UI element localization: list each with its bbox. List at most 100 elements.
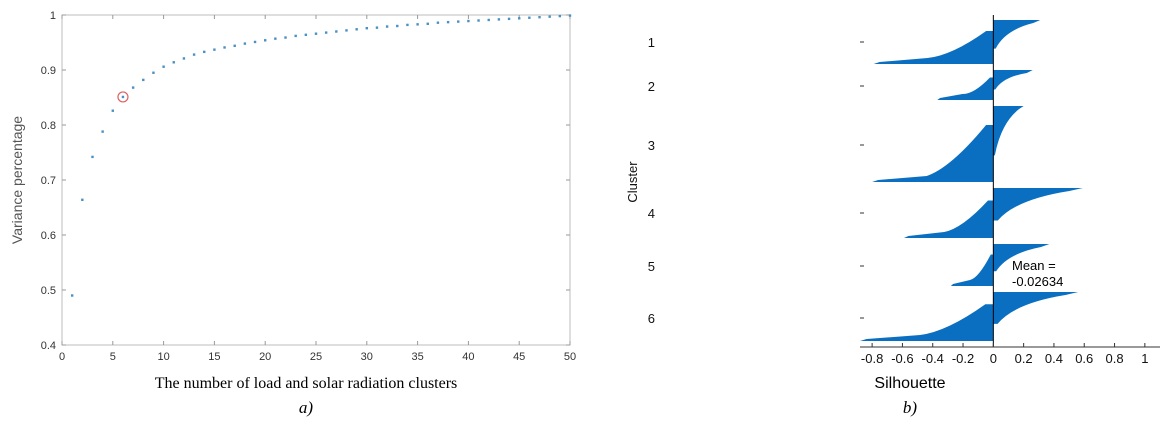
- panel-a-x-tick-label: 50: [564, 351, 576, 363]
- panel-a-y-tick-label: 0.7: [41, 175, 56, 187]
- panel-a-point: [264, 39, 267, 42]
- panel-b-x-tick-label: -0.8: [861, 351, 883, 366]
- panel-a-point: [162, 65, 165, 68]
- panel-a-point: [324, 31, 328, 34]
- panel-b-cluster-tick-label: 2: [648, 79, 655, 94]
- panel-a-x-tick-label: 40: [462, 351, 474, 363]
- panel-b-cluster-positive-bar: [993, 20, 1041, 49]
- panel-a-y-label: Variance percentage: [9, 116, 25, 244]
- panel-a-point: [477, 19, 480, 22]
- panel-a-point: [81, 198, 84, 201]
- panel-b-x-tick-label: 0.2: [1015, 351, 1033, 366]
- panel-a-x-tick-label: 15: [208, 351, 220, 363]
- panel-a-x-tick-label: 0: [59, 351, 65, 363]
- panel-a-point: [274, 37, 277, 40]
- panel-a-point: [203, 50, 206, 54]
- panel-b-silhouette-bars: [860, 20, 1083, 341]
- panel-b-x-tick-label: 0.8: [1106, 351, 1124, 366]
- panel-a-point: [568, 14, 572, 17]
- panel-a-x-tick-label: 5: [110, 351, 116, 363]
- panel-a-point: [213, 48, 216, 51]
- panel-b-cluster-negative-bar: [872, 125, 994, 182]
- panel-b-cluster-positive-bar: [993, 292, 1079, 324]
- panel-a-point: [416, 23, 419, 26]
- panel-b-y-label: Cluster: [625, 161, 640, 203]
- panel-a-point: [294, 34, 297, 38]
- panel-a-point: [487, 18, 490, 22]
- panel-a-point: [507, 17, 511, 21]
- panel-a-point: [111, 109, 114, 112]
- panel-a-point: [101, 130, 104, 133]
- panel-a-point: [375, 26, 379, 29]
- panel-a-point: [70, 294, 74, 297]
- panel-a-point: [558, 14, 562, 18]
- panel-a-point: [182, 57, 186, 60]
- panel-a-point: [548, 15, 551, 18]
- panel-b-cluster-ticks: 1 2 3 4 5 6: [648, 35, 864, 326]
- panel-a-point: [233, 44, 236, 47]
- panel-b-x-tick-label: -0.4: [922, 351, 944, 366]
- panel-b-x-label: Silhouette: [874, 375, 945, 392]
- panel-a-point: [355, 28, 358, 31]
- panel-a-y-tick-label: 0.6: [41, 230, 56, 242]
- panel-a-point: [314, 32, 318, 35]
- panel-a-point: [304, 33, 308, 36]
- panel-b-x-tick-label: -0.6: [891, 351, 913, 366]
- panel-b-x-tick-label: 0: [990, 351, 997, 366]
- panel-b-x-tick-label: 0.4: [1045, 351, 1063, 366]
- panel-b-mean-value: -0.02634: [1012, 274, 1063, 289]
- panel-a-x-tick-label: 20: [259, 351, 271, 363]
- panel-a-point: [436, 21, 440, 24]
- panel-a-point: [253, 40, 257, 44]
- panel-a-point: [497, 18, 501, 21]
- panel-a-points: [70, 14, 572, 297]
- panel-a-y-tick-label: 1: [50, 10, 56, 22]
- panel-b-caption: b): [903, 398, 918, 417]
- panel-b-cluster-negative-bar: [903, 200, 994, 238]
- panel-b-cluster-positive-bar: [993, 244, 1050, 272]
- panel-a-y-tick-label: 0.5: [41, 285, 56, 297]
- panel-a-point: [91, 155, 94, 159]
- panel-b-x-ticks: -0.8 -0.6 -0.4 -0.2 0 0.2 0.4 0.6 0.8 1: [860, 343, 1160, 366]
- panel-a-point: [396, 24, 399, 28]
- panel-a-x-tick-label: 10: [157, 351, 169, 363]
- panel-a-point: [335, 30, 338, 33]
- panel-a-point: [518, 17, 521, 20]
- panel-a-x-tick-label: 45: [513, 351, 525, 363]
- panel-b: 1 2 3 4 5 6 -0.8 -0.6 -0.4 -0.2 0 0.2 0.4 0.6 0.8 1 Cl…: [625, 15, 1160, 417]
- panel-b-cluster-positive-bar: [993, 188, 1083, 221]
- panel-a-point: [172, 61, 175, 64]
- panel-a-elbow-marker: [117, 91, 129, 103]
- panel-a-point: [467, 19, 470, 23]
- panel-a-point: [446, 20, 450, 24]
- panel-a-point: [345, 29, 348, 32]
- panel-b-cluster-negative-bar: [937, 77, 994, 100]
- panel-a-plot-area: [61, 14, 571, 346]
- panel-a-point: [192, 53, 196, 56]
- panel-a-x-tick-label: 25: [310, 351, 322, 363]
- panel-b-x-tick-label: 0.6: [1075, 351, 1093, 366]
- panel-a-y-ticks: 0.4 0.5 0.6 0.7 0.8 0.9 1: [41, 10, 570, 352]
- panel-b-x-tick-label: 1: [1141, 351, 1148, 366]
- panel-a-point: [243, 42, 247, 45]
- panel-b-cluster-positive-bar: [993, 70, 1033, 90]
- panel-a-x-ticks: 0 5 10 15 20 25 30 35 40 45 50: [59, 15, 576, 363]
- panel-b-cluster-tick-label: 4: [648, 206, 655, 221]
- panel-a-point: [528, 16, 531, 19]
- panel-a-y-tick-label: 0.8: [41, 120, 56, 132]
- panel-b-cluster-tick-label: 6: [648, 311, 655, 326]
- panel-a-point: [121, 95, 125, 99]
- panel-a: 0.4 0.5 0.6 0.7 0.8 0.9 1 0 5 10 15 20 25 30 35 40 45 50…: [9, 10, 576, 417]
- panel-a-x-tick-label: 35: [411, 351, 423, 363]
- panel-a-y-tick-label: 0.9: [41, 65, 56, 77]
- panel-b-cluster-tick-label: 3: [648, 138, 655, 153]
- panel-a-point: [457, 20, 460, 23]
- panel-b-cluster-negative-bar: [873, 31, 994, 64]
- panel-a-point: [142, 78, 145, 82]
- panel-b-cluster-negative-bar: [860, 304, 994, 341]
- panel-a-x-tick-label: 30: [361, 351, 373, 363]
- panel-a-caption: a): [299, 398, 314, 417]
- panel-a-point: [131, 86, 135, 89]
- panel-a-point: [385, 25, 389, 28]
